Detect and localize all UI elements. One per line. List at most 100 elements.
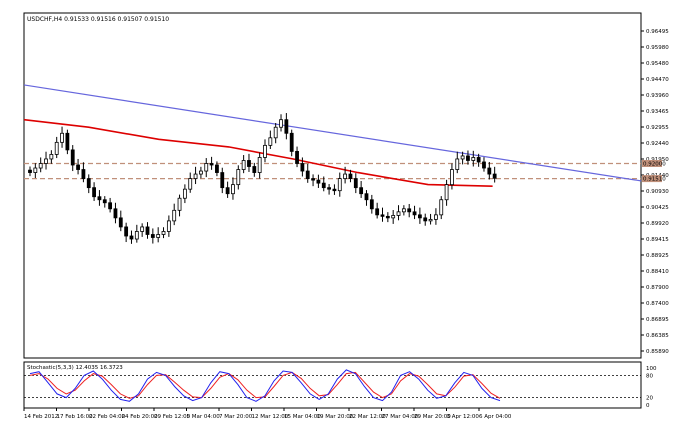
candle-body [231,184,235,195]
candle-body [321,182,326,189]
candle-body [332,188,337,192]
candle-body [268,137,273,146]
candle-body [204,163,209,172]
stochastic-signal-line [29,371,501,399]
moving-average[interactable] [23,118,493,187]
candle-body [263,144,267,158]
stochastic-level-label: 20 [646,396,653,402]
time-tick-label: 12 Mar 12:00 [252,414,289,420]
candle-body [380,214,385,217]
candle-body [401,208,406,213]
candle-body [305,170,310,179]
candle-body [70,149,75,166]
trend-line[interactable] [23,84,642,182]
candle-body [65,132,70,151]
candle-body [316,179,321,184]
candle-body [97,196,102,201]
time-tick-label: 15 Mar 04:00 [284,414,321,420]
stochastic-levels [24,375,641,398]
candle-body [225,187,230,195]
time-tick-label: 29 Mar 20:00 [414,414,451,420]
candle-body [412,211,417,216]
time-tick-label: 27 Mar 04:00 [382,414,419,420]
time-tick-label: 24 Feb 20:00 [122,414,159,420]
candle-body [145,226,150,235]
candle-body [182,188,187,199]
moving-average-line [23,118,493,187]
candle-body [417,214,422,219]
candle-body [311,178,315,181]
price-tick-label: 0.89415 [646,237,669,243]
candle-body [407,208,412,213]
time-tick-label: 19 Mar 20:00 [317,414,354,420]
current-price-label: 0.91510 [643,177,666,183]
candle-body [364,193,369,201]
candle-body [337,178,342,192]
candle-body [391,215,396,219]
candle-body [38,163,43,169]
candle-body [423,217,428,222]
price-tick-label: 0.88410 [646,269,669,275]
price-pane[interactable] [23,12,642,359]
candle-body [188,178,193,190]
stochastic-level-label: 100 [646,366,657,372]
candle-body [150,234,155,238]
candle-body [140,226,145,232]
price-axis[interactable]: 0.96495 0.95980 0.95480 0.94470 0.93960 0.934… [641,29,669,355]
price-tick-label: 0.90930 [646,189,669,195]
candle-body [193,173,198,179]
time-tick-label: 22 Feb 04:00 [89,414,126,420]
price-tick-label: 0.90425 [646,205,669,211]
candle-body [428,218,433,222]
candle-body [129,235,134,240]
candle-body [209,163,214,166]
time-tick-label: 3 Apr 12:00 [447,414,480,420]
candle-body [54,141,59,155]
time-tick-label: 7 Mar 20:00 [219,414,253,420]
candle-body [327,187,331,190]
time-tick-label: 17 Feb 16:00 [57,414,94,420]
trend-line-segment [23,84,642,182]
candle-body [359,187,364,195]
candle-body [343,173,348,179]
time-tick-label: 22 Mar 12:00 [349,414,386,420]
candle-body [439,199,444,216]
candle-body [215,164,219,173]
candle-body [102,199,107,204]
candle-body [220,172,225,189]
time-tick-label: 29 Feb 12:00 [154,414,191,420]
candle-body [28,169,32,173]
horizontal-levels[interactable] [24,162,641,180]
stochastic-level-label: 80 [646,373,653,379]
candle-body [172,209,177,222]
candle-body [466,155,470,161]
current-price-badge: 0.91510 [642,175,666,183]
candle-body [434,214,438,220]
candle-body [49,154,54,160]
candle-body [156,234,161,238]
candle-body [166,220,171,232]
price-tick-label: 0.93960 [646,93,669,99]
candle-body [60,132,64,143]
candle-body [273,126,278,139]
candle-body [108,202,113,210]
candle-body [348,173,353,179]
candle-body [118,217,123,228]
candle-body [369,199,374,210]
price-tick-label: 0.95480 [646,61,669,67]
candle-body [236,169,241,186]
candle-body [113,208,118,219]
price-tick-label: 0.95980 [646,45,669,51]
candle-body [476,157,481,163]
price-tick-label: 0.86895 [646,317,669,323]
price-tick-label: 0.92440 [646,141,669,147]
candles [28,113,497,244]
candle-body [81,169,86,179]
level-price-badge: 0.92000 [642,159,666,167]
price-tick-label: 0.96495 [646,29,669,35]
candle-body [247,160,251,167]
candle-body [353,178,358,189]
